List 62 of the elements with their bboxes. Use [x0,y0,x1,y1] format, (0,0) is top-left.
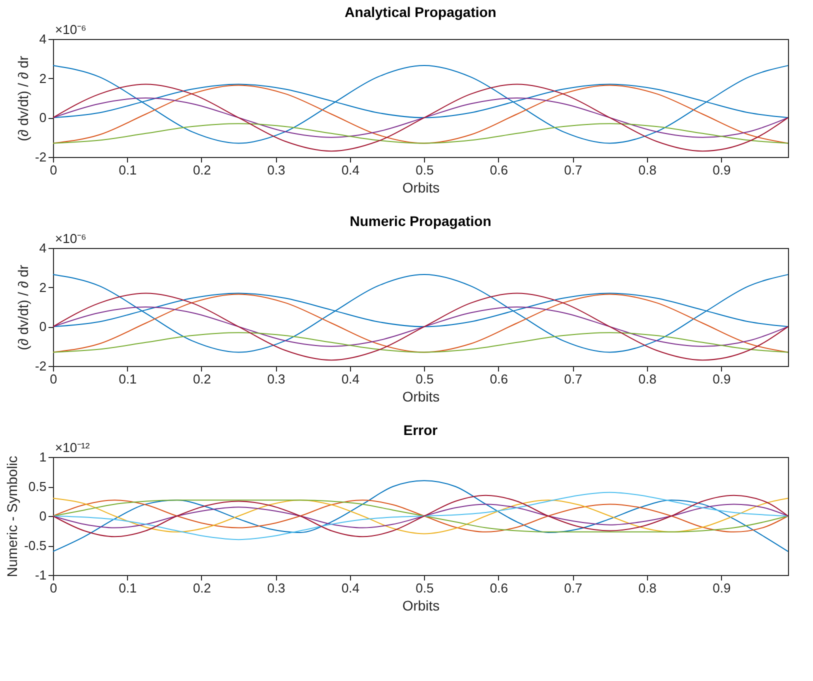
x-tick-label: 0.6 [490,580,508,596]
x-tick-label: 0.1 [118,372,137,386]
line-series [52,332,788,353]
x-tick-label: 0.4 [341,162,360,178]
x-tick-label: 0.1 [118,162,137,178]
x-tick-label: 0.7 [564,162,582,178]
x-tick-label: 0.9 [712,162,731,178]
line-series [52,306,788,347]
y-tick-label: -2 [34,358,46,374]
x-axis-title: Orbits [402,388,440,404]
y-axis-title: (∂ dv/dt) / ∂ dr [14,264,31,350]
y-axis-title: (∂ dv/dt) / ∂ dr [14,55,31,142]
x-tick-label: 0.6 [490,162,508,178]
x-tick-label: 0.5 [416,162,434,178]
y-tick-label: -1 [34,568,46,582]
x-tick-label: 0 [50,580,58,596]
chart-title: Numeric Propagation [350,213,492,229]
x-tick-label: 0.7 [564,372,582,386]
text: ×10⁻¹² [55,440,90,455]
line-series [52,274,788,353]
x-tick-label: 0.6 [490,372,508,386]
x-tick-label: 0.7 [564,580,582,596]
y-tick-label: 4 [39,32,46,46]
x-tick-label: 0.8 [638,580,656,596]
x-tick-label: 0.3 [267,162,286,178]
x-tick-label: 0.8 [638,162,656,178]
x-tick-label: 0.2 [192,162,212,178]
x-tick-label: 0.3 [267,372,286,386]
x-tick-label: 0.5 [416,372,434,386]
x-axis-title: Orbits [402,598,440,614]
line-series [52,98,788,138]
x-tick-label: 0.4 [341,372,360,386]
x-tick-label: 0.4 [341,580,360,596]
y-tick-label: 2 [39,280,46,295]
y-tick-label: -0.5 [24,538,46,553]
text: ×10⁻⁶ [55,231,86,246]
text: ×10⁻⁶ [55,22,86,37]
x-tick-label: 0.1 [118,580,137,596]
x-tick-label: 0.8 [638,372,656,386]
line-series [52,123,788,144]
line-series [52,480,788,552]
y-tick-label: 0 [39,110,46,126]
x-tick-label: 0.5 [416,580,434,596]
y-tick-label: 0 [39,319,46,334]
x-tick-label: 0 [50,372,58,386]
y-tick-label: 0 [39,508,46,524]
x-tick-label: 0.2 [192,372,212,386]
chart-title: Analytical Propagation [344,4,496,20]
y-tick-label: 2 [39,70,46,86]
y-tick-label: 4 [39,240,46,256]
x-axis-title: Orbits [402,180,440,196]
x-tick-label: 0.3 [267,580,286,596]
x-tick-label: 0.9 [712,580,731,596]
y-axis-title: Numeric - Symbolic [4,456,20,578]
y-tick-label: 1 [39,450,46,464]
y-tick-label: 0.5 [28,479,46,494]
x-tick-label: 0.2 [192,580,212,596]
line-series [52,65,788,144]
x-tick-label: 0.9 [712,372,731,386]
y-tick-label: -2 [34,150,46,164]
x-tick-label: 0 [50,162,58,178]
chart-title: Error [403,422,438,438]
